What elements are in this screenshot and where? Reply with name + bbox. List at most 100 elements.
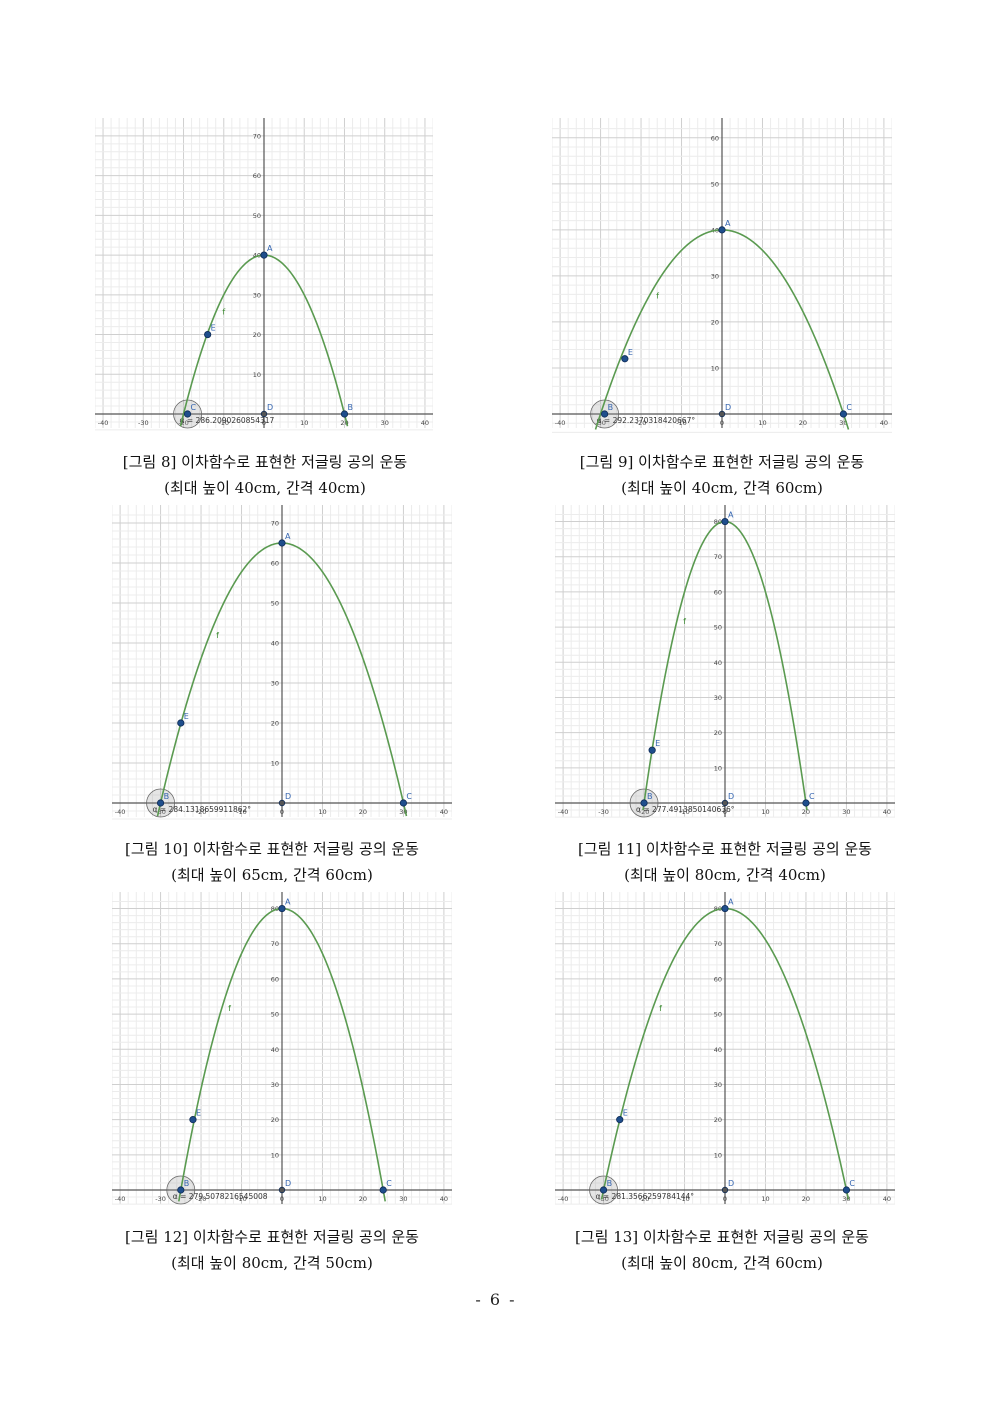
angle-label: α = 284.1318659911862° [153,805,252,814]
x-tick-label: 30 [842,1195,850,1203]
x-tick-label: -30 [598,808,609,816]
point-b [601,410,609,418]
y-tick-label: 20 [714,729,722,737]
point-label-b: B [608,403,614,412]
point-a [278,904,286,913]
x-tick-label: -10 [236,808,247,816]
point-label-b: B [647,792,653,801]
point-label-e: E [184,712,189,721]
x-tick-label: 40 [883,808,891,816]
y-tick-label: 20 [271,720,279,728]
y-tick-label: 80 [271,905,279,913]
x-tick-label: -30 [598,1195,609,1203]
point-label-a: A [267,244,273,253]
x-tick-label: 10 [318,1195,326,1203]
point-b [599,1186,608,1194]
figure-10-graph: -40 -30 -20 -10 0 10 20 30 40 10 20 30 40 50 60 70 α = 2… [112,505,452,825]
curve-label: f [656,291,659,300]
y-tick-label: 50 [271,600,279,608]
curve-label: f [228,1004,231,1013]
x-tick-label: -20 [178,419,189,427]
point-b [156,799,165,807]
point-b [640,799,648,807]
figure-10-caption: [그림 10] 이차함수로 표현한 저글링 공의 운동 (최대 높이 65cm,… [67,836,477,888]
point-d [721,799,729,807]
y-tick-label: 20 [711,318,719,326]
figure-12-caption-title: [그림 12] 이차함수로 표현한 저글링 공의 운동 [124,1228,419,1246]
point-label-e: E [196,1109,201,1118]
y-tick-label: 10 [271,1151,279,1159]
y-tick-label: 60 [271,975,279,983]
figure-11-caption-title: [그림 11] 이차함수로 표현한 저글링 공의 운동 [577,840,872,858]
x-tick-label: 30 [399,1195,407,1203]
point-d [260,410,268,418]
point-label-a: A [725,219,731,228]
figure-8-caption: [그림 8] 이차함수로 표현한 저글링 공의 운동 (최대 높이 40cm, … [60,449,470,501]
point-label-d: D [728,792,734,801]
point-label-b: B [607,1179,613,1188]
figure-13-caption-title: [그림 13] 이차함수로 표현한 저글링 공의 운동 [574,1228,869,1246]
x-tick-label: 10 [318,808,326,816]
angle-label: α = 292.2370318420667° [597,416,696,425]
figure-10-caption-sub: (최대 높이 65cm, 간격 60cm) [171,866,373,884]
curve-label: f [683,617,686,626]
x-tick-label: -40 [558,808,569,816]
point-e [204,330,212,339]
y-tick-label: 20 [714,1116,722,1124]
angle-label: α = 286.2090260854317 [180,416,275,425]
point-label-d: D [285,792,291,801]
x-tick-label: -20 [196,808,207,816]
y-tick-label: 70 [714,940,722,948]
y-tick-label: 70 [271,520,279,528]
point-label-e: E [211,324,216,333]
x-tick-label: 30 [842,808,850,816]
point-label-d: D [725,403,731,412]
x-tick-label: 20 [340,419,348,427]
x-tick-label: 20 [802,1195,810,1203]
x-tick-label: -20 [636,419,647,427]
figure-12-graph: -40 -30 -20 -10 0 10 20 30 40 10 20 30 40 50 60 70 80 α =… [112,892,452,1212]
x-tick-label: -40 [115,1195,126,1203]
figure-13-caption: [그림 13] 이차함수로 표현한 저글링 공의 운동 (최대 높이 80cm,… [517,1224,927,1276]
x-tick-label: -40 [558,1195,569,1203]
x-tick-label: 40 [880,419,888,427]
x-tick-label: 0 [280,808,284,816]
y-tick-label: 30 [271,1081,279,1089]
x-tick-label: -10 [679,808,690,816]
y-tick-label: 40 [714,1046,722,1054]
angle-label: α = 281.3566259784144° [596,1192,695,1201]
x-tick-label: 30 [381,419,389,427]
point-label-b: B [184,1179,190,1188]
x-tick-label: 0 [723,808,727,816]
point-e [648,746,656,754]
x-tick-label: -30 [155,808,166,816]
figure-9-caption-title: [그림 9] 이차함수로 표현한 저글링 공의 운동 [579,453,865,471]
y-tick-label: 50 [271,1011,279,1019]
point-e [616,1116,624,1124]
y-tick-label: 10 [714,1151,722,1159]
x-tick-label: 0 [723,1195,727,1203]
x-tick-label: -10 [676,419,687,427]
point-a [260,251,268,259]
point-label-b: B [347,403,353,412]
figure-9-caption-sub: (최대 높이 40cm, 간격 60cm) [621,479,823,497]
x-tick-label: -10 [236,1195,247,1203]
y-tick-label: 70 [271,940,279,948]
x-tick-label: 0 [280,1195,284,1203]
point-label-a: A [285,898,291,907]
figure-11-chart: -40 -30 -20 -10 0 10 20 30 40 10 20 30 40 50 60 70 80 α =… [555,505,895,818]
figure-12-caption-sub: (최대 높이 80cm, 간격 50cm) [171,1254,373,1272]
y-tick-label: 20 [253,331,261,339]
y-tick-label: 50 [714,624,722,632]
y-tick-label: 30 [714,694,722,702]
point-label-c: C [191,403,197,412]
x-tick-label: 0 [262,419,266,427]
x-tick-label: -10 [218,419,229,427]
x-tick-label: -20 [639,808,650,816]
y-tick-label: 70 [253,132,261,140]
figure-13-caption-sub: (최대 높이 80cm, 간격 60cm) [621,1254,823,1272]
x-tick-label: 40 [421,419,429,427]
